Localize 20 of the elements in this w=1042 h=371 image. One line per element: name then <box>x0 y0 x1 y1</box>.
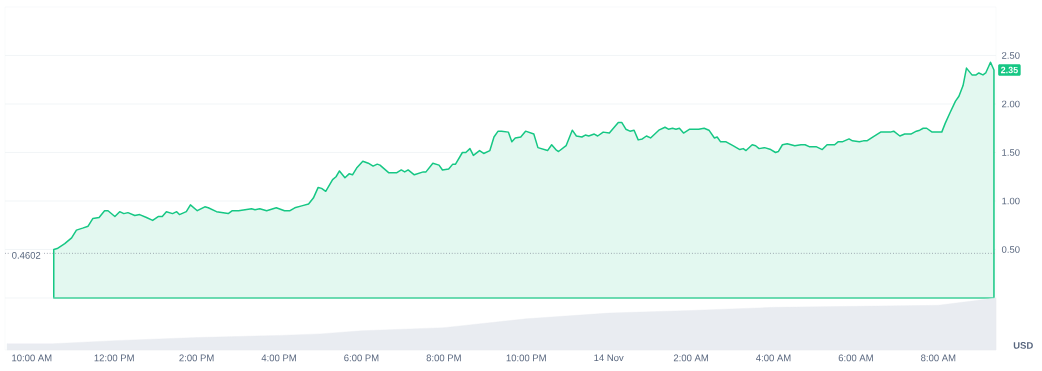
x-tick-label: 8:00 PM <box>426 354 461 362</box>
y-tick-label: 2.50 <box>1002 52 1020 59</box>
text: USD <box>1013 342 1033 349</box>
y-tick-label: 1.50 <box>1002 149 1020 156</box>
annotation: 2.35 <box>1000 66 1018 74</box>
x-tick-label: 4:00 AM <box>756 354 791 362</box>
x-tick-label: 4:00 PM <box>261 354 296 362</box>
x-tick-label: 12:00 PM <box>94 354 134 362</box>
x-tick-label: 2:00 AM <box>673 354 708 362</box>
x-tick-label: 2:00 PM <box>179 354 214 362</box>
y-tick-label: 1.00 <box>1002 197 1020 205</box>
x-tick-label: 8:00 AM <box>921 354 956 362</box>
y-tick-label: 0.50 <box>1001 246 1020 253</box>
x-tick-label: 10:00 AM <box>12 354 52 362</box>
x-tick-label: 10:00 PM <box>506 354 546 362</box>
ref-line-label: 0.4602 <box>12 251 41 259</box>
y-tick-label: 2.00 <box>1002 100 1020 108</box>
x-tick-label: 6:00 AM <box>838 354 873 362</box>
x-tick-label: 6:00 PM <box>344 354 379 362</box>
x-tick-label: 14 Nov <box>594 354 624 362</box>
